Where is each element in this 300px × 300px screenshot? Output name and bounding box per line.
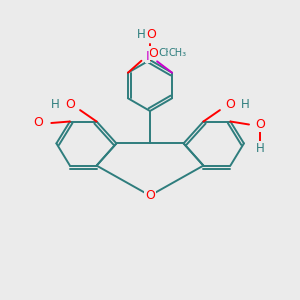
Text: H: H <box>136 28 146 41</box>
Text: O: O <box>145 189 155 202</box>
Text: CH₃: CH₃ <box>168 48 187 58</box>
Text: H: H <box>256 142 265 155</box>
Text: O: O <box>65 98 75 112</box>
Text: I: I <box>146 50 149 63</box>
Text: O: O <box>256 118 265 131</box>
Text: O: O <box>34 116 43 130</box>
Text: O: O <box>225 98 235 112</box>
Text: H: H <box>240 98 249 112</box>
Text: CH₃: CH₃ <box>159 48 178 58</box>
Text: H: H <box>51 98 60 112</box>
Text: O: O <box>147 28 156 41</box>
Text: O: O <box>148 47 158 60</box>
